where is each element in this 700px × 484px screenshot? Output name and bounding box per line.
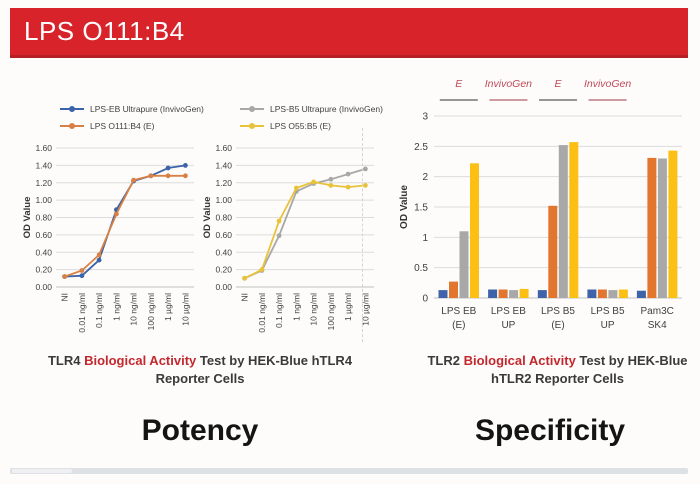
horizontal-scrollbar[interactable] — [10, 468, 688, 474]
svg-text:NI: NI — [60, 293, 70, 302]
svg-text:0.1 ng/ml: 0.1 ng/ml — [274, 293, 284, 328]
caption-prefix: TLR2 — [427, 353, 464, 368]
svg-text:0.80: 0.80 — [215, 213, 232, 223]
legend-label: LPS O111:B4 (E) — [90, 120, 155, 131]
caption-suffix: Test by HEK-Blue hTLR2 Reporter Cells — [491, 353, 688, 387]
svg-text:1.40: 1.40 — [215, 160, 232, 170]
line-chart-lps-eb-legend: LPS-EB Ultrapure (InvivoGen) LPS O111:B4… — [60, 100, 220, 134]
svg-text:0.60: 0.60 — [35, 230, 52, 240]
tlr2-caption: TLR2 Biological Activity Test by HEK-Blu… — [425, 352, 690, 388]
svg-text:0.20: 0.20 — [35, 265, 52, 275]
svg-text:UP: UP — [501, 320, 515, 331]
svg-text:InvivoGen: InvivoGen — [584, 78, 631, 90]
caption-suffix: Test by HEK-Blue hTLR4 Reporter Cells — [155, 353, 353, 387]
svg-text:0.01 ng/ml: 0.01 ng/ml — [77, 293, 87, 333]
section-divider — [362, 128, 363, 342]
svg-text:1 ng/ml: 1 ng/ml — [111, 293, 121, 321]
svg-text:0.1 ng/ml: 0.1 ng/ml — [94, 293, 104, 328]
svg-text:OD Value: OD Value — [202, 197, 213, 239]
line-chart-lps-b5: 0.00 0.20 0.40 0.60 0.80 1.00 1.20 1.40 1.60 NI 0.… — [202, 143, 374, 333]
legend-label: LPS O55:B5 (E) — [270, 120, 331, 131]
svg-text:1.60: 1.60 — [35, 143, 52, 153]
line-chart-lps-eb: 0.00 0.20 0.40 0.60 0.80 1.00 1.20 1.40 1.60 NI 0.… — [22, 143, 194, 333]
svg-text:0.40: 0.40 — [215, 247, 232, 257]
svg-text:0.40: 0.40 — [35, 247, 52, 257]
specificity-label: Specificity — [474, 414, 626, 447]
svg-text:10 ng/ml: 10 ng/ml — [309, 293, 319, 326]
svg-text:0.00: 0.00 — [35, 282, 52, 292]
line-marker-icon — [240, 122, 264, 130]
svg-text:E: E — [554, 78, 562, 90]
svg-text:0.5: 0.5 — [414, 263, 428, 274]
caption-highlight: Biological Activity — [463, 353, 576, 368]
potency-label: Potency — [141, 414, 259, 447]
svg-text:1: 1 — [422, 233, 428, 244]
svg-text:100 ng/ml: 100 ng/ml — [146, 293, 156, 330]
svg-text:UP: UP — [601, 320, 615, 331]
legend-item-lps-b5-ultrapure: LPS-B5 Ultrapure (InvivoGen) — [240, 100, 400, 117]
legend-item-lps-o111-b4: LPS O111:B4 (E) — [60, 117, 220, 134]
svg-text:1.5: 1.5 — [414, 203, 428, 214]
svg-text:0.00: 0.00 — [215, 282, 232, 292]
svg-text:1.20: 1.20 — [35, 178, 52, 188]
svg-text:NI: NI — [240, 293, 250, 302]
legend-label: LPS-EB Ultrapure (InvivoGen) — [90, 103, 204, 114]
svg-text:2.5: 2.5 — [414, 142, 428, 153]
scrollbar-thumb[interactable] — [12, 469, 72, 473]
svg-text:1.00: 1.00 — [35, 195, 52, 205]
svg-text:1 µg/ml: 1 µg/ml — [163, 293, 173, 321]
svg-text:1.20: 1.20 — [215, 178, 232, 188]
tlr2-bar-chart: 0 0.5 1 1.5 2 2.5 3 E InvivoGen E InvivoGen LPS EB (… — [399, 78, 682, 331]
svg-text:InvivoGen: InvivoGen — [485, 78, 532, 90]
line-marker-icon — [60, 122, 84, 130]
caption-prefix: TLR4 — [47, 353, 85, 368]
legend-label: LPS-B5 Ultrapure (InvivoGen) — [270, 103, 383, 114]
svg-text:1 ng/ml: 1 ng/ml — [291, 293, 301, 321]
svg-text:1.40: 1.40 — [35, 160, 52, 170]
svg-text:OD Value: OD Value — [399, 185, 410, 229]
svg-text:0.20: 0.20 — [215, 265, 232, 275]
svg-text:10 µg/ml: 10 µg/ml — [180, 293, 190, 326]
svg-text:LPS B5: LPS B5 — [541, 306, 575, 317]
svg-text:0.80: 0.80 — [35, 213, 52, 223]
svg-text:SK4: SK4 — [648, 320, 667, 331]
slide-title: LPS O111:B4 — [24, 16, 185, 46]
svg-text:0: 0 — [422, 294, 428, 305]
svg-text:0.01 ng/ml: 0.01 ng/ml — [257, 293, 267, 333]
svg-text:1 µg/ml: 1 µg/ml — [343, 293, 353, 321]
svg-text:0.60: 0.60 — [215, 230, 232, 240]
tlr4-caption: TLR4 Biological Activity Test by HEK-Blu… — [35, 352, 365, 388]
caption-highlight: Biological Activity — [84, 353, 197, 368]
svg-text:LPS EB: LPS EB — [441, 306, 476, 317]
svg-text:LPS EB: LPS EB — [491, 306, 526, 317]
svg-text:(E): (E) — [452, 320, 465, 331]
svg-text:LPS B5: LPS B5 — [591, 306, 625, 317]
legend-item-lps-o55-b5: LPS O55:B5 (E) — [240, 117, 400, 134]
line-marker-icon — [60, 105, 84, 113]
svg-text:10 ng/ml: 10 ng/ml — [129, 293, 139, 326]
svg-text:10 µg/ml: 10 µg/ml — [360, 293, 370, 326]
svg-text:100 ng/ml: 100 ng/ml — [326, 293, 336, 330]
svg-text:1.00: 1.00 — [215, 195, 232, 205]
svg-text:3: 3 — [422, 112, 428, 123]
line-chart-lps-b5-legend: LPS-B5 Ultrapure (InvivoGen) LPS O55:B5 … — [240, 100, 400, 134]
svg-text:(E): (E) — [551, 320, 564, 331]
slide-title-bar: LPS O111:B4 — [10, 8, 688, 58]
legend-item-lps-eb-ultrapure: LPS-EB Ultrapure (InvivoGen) — [60, 100, 220, 117]
svg-text:Pam3C: Pam3C — [641, 306, 674, 317]
svg-text:1.60: 1.60 — [215, 143, 232, 153]
svg-text:2: 2 — [422, 172, 428, 183]
line-marker-icon — [240, 105, 264, 113]
svg-text:OD Value: OD Value — [22, 197, 33, 239]
svg-text:E: E — [455, 78, 463, 90]
